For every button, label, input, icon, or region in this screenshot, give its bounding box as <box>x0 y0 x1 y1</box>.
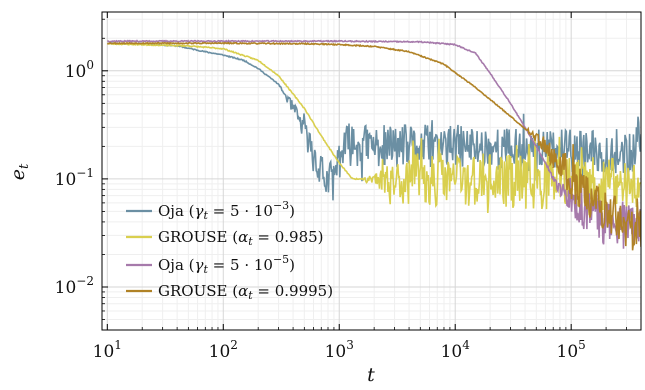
legend-label: GROUSE (αt = 0.985) <box>158 228 324 248</box>
x-tick-label: 105 <box>557 338 586 362</box>
series-layer <box>106 39 641 251</box>
legend-label: Oja (γt = 5 · 10−5) <box>158 253 295 276</box>
y-tick-label: 10−1 <box>55 166 94 190</box>
y-tick-label: 100 <box>65 58 94 82</box>
y-axis-label-main: e <box>7 169 29 180</box>
legend: Oja (γt = 5 · 10−3) GROUSE (αt = 0.985) Oj… <box>126 199 333 302</box>
axis-ticks <box>102 12 642 331</box>
series-line-4 <box>107 41 641 251</box>
y-axis-label: et <box>7 163 32 180</box>
legend-label: Oja (γt = 5 · 10−3) <box>158 199 295 222</box>
y-tick-label: 10−2 <box>55 274 94 298</box>
series-line-2 <box>107 42 641 221</box>
x-tick-labels: 101 102 103 104 105 <box>93 338 586 362</box>
legend-label: GROUSE (αt = 0.9995) <box>158 282 333 302</box>
y-tick-labels: 100 10−1 10−2 <box>55 58 94 298</box>
series-line-1 <box>107 41 641 201</box>
plot-frame <box>101 11 642 331</box>
series-line-3 <box>106 39 641 249</box>
x-tick-label: 103 <box>325 338 354 362</box>
x-tick-label: 102 <box>209 338 238 362</box>
x-tick-label: 101 <box>93 338 122 362</box>
x-axis-label: t <box>367 364 375 386</box>
x-tick-label: 104 <box>441 338 471 362</box>
y-axis-label-sub: t <box>17 163 32 169</box>
